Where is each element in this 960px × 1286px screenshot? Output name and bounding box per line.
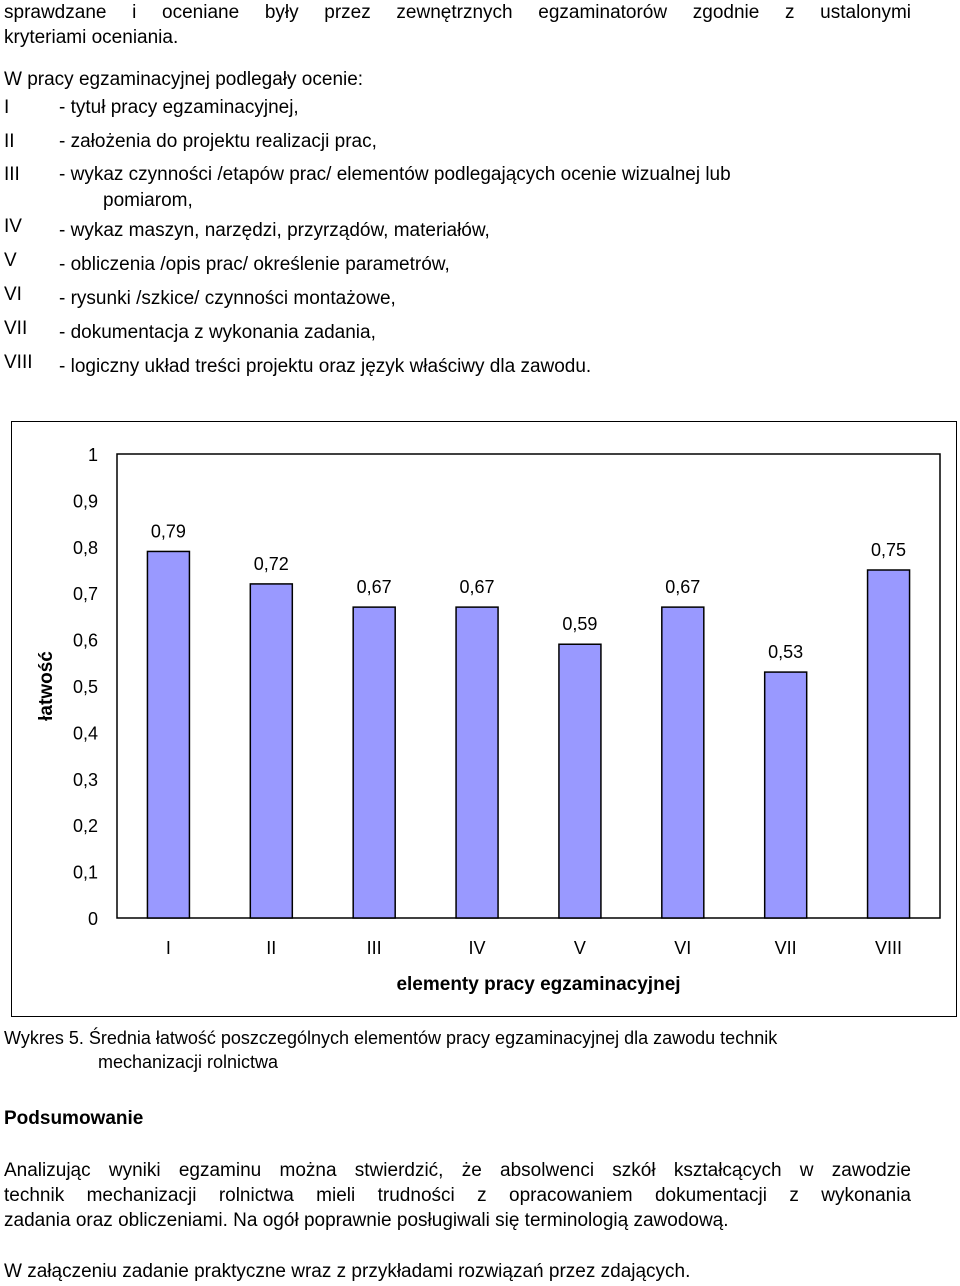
list-item-number: II bbox=[4, 131, 15, 152]
list-item-number: VIII bbox=[4, 352, 33, 373]
list-item-text: - założenia do projektu realizacji prac, bbox=[59, 131, 377, 152]
y-tick-label: 0,4 bbox=[73, 723, 98, 743]
summary-paragraph: Analizując wyniki egzaminu można stwierd… bbox=[4, 1158, 911, 1233]
bar bbox=[763, 671, 808, 919]
list-item-text: - wykaz maszyn, narzędzi, przyrządów, ma… bbox=[59, 220, 490, 241]
data-label: 0,59 bbox=[562, 614, 597, 634]
list-item-text-continued: pomiarom, bbox=[103, 190, 193, 211]
list-item-number: I bbox=[4, 97, 10, 118]
x-tick-label: IV bbox=[469, 938, 486, 958]
y-tick-label: 0,9 bbox=[73, 491, 98, 511]
list-item-number: IV bbox=[4, 216, 22, 237]
bar bbox=[249, 583, 294, 919]
x-tick-label: III bbox=[367, 938, 382, 958]
list-item-text: - logiczny układ treści projektu oraz ję… bbox=[59, 356, 592, 377]
bar bbox=[661, 606, 705, 919]
summary-line-3: zadania oraz obliczeniami. Na ogół popra… bbox=[4, 1210, 729, 1231]
x-tick-label: VI bbox=[674, 938, 691, 958]
bar bbox=[146, 550, 191, 919]
list-item-text: - tytuł pracy egzaminacyjnej, bbox=[59, 97, 299, 118]
summary-line-2: technik mechanizacji rolnictwa mieli tru… bbox=[4, 1185, 911, 1206]
data-label: 0,67 bbox=[460, 577, 495, 597]
chart-frame: 0 0,1 0,2 0,3 0,4 0,5 0,6 0,7 0,8 0,9 1 0,79 I 0,72 II… bbox=[11, 421, 957, 1017]
x-tick-label: VIII bbox=[875, 938, 902, 958]
list-item-text: - wykaz czynności /etapów prac/ elementó… bbox=[59, 164, 731, 185]
list-item-text: - obliczenia /opis prac/ określenie para… bbox=[59, 254, 450, 275]
list-item-text: - dokumentacja z wykonania zadania, bbox=[59, 322, 376, 343]
x-tick-label: II bbox=[266, 938, 276, 958]
section-heading: Podsumowanie bbox=[4, 1108, 144, 1129]
x-tick-label: VII bbox=[775, 938, 797, 958]
data-label: 0,79 bbox=[151, 521, 186, 541]
x-axis-title: elementy pracy egzaminacyjnej bbox=[396, 974, 680, 995]
figure-caption-line-1: Wykres 5. Średnia łatwość poszczególnych… bbox=[4, 1028, 778, 1048]
x-tick-label: V bbox=[574, 938, 586, 958]
list-item-number: VII bbox=[4, 318, 28, 339]
data-label: 0,67 bbox=[357, 577, 392, 597]
data-label: 0,72 bbox=[254, 554, 289, 574]
list-item-number: VI bbox=[4, 284, 22, 305]
bar bbox=[866, 569, 911, 919]
list-item-text: - rysunki /szkice/ czynności montażowe, bbox=[59, 288, 396, 309]
list-item-number: III bbox=[4, 164, 20, 185]
figure-caption-line-2: mechanizacji rolnictwa bbox=[98, 1052, 279, 1072]
y-tick-label: 0,5 bbox=[73, 677, 98, 697]
list-header: W pracy egzaminacyjnej podlegały ocenie: bbox=[4, 69, 364, 90]
data-label: 0,67 bbox=[665, 577, 700, 597]
list-item-number: V bbox=[4, 250, 17, 271]
y-tick-label: 0,2 bbox=[73, 816, 98, 836]
data-label: 0,75 bbox=[871, 540, 906, 560]
summary-line-1: Analizując wyniki egzaminu można stwierd… bbox=[4, 1160, 911, 1181]
bar bbox=[352, 606, 396, 919]
y-tick-label: 1 bbox=[88, 445, 98, 465]
y-tick-label: 0,3 bbox=[73, 770, 98, 790]
y-tick-label: 0,1 bbox=[73, 863, 98, 883]
y-tick-label: 0,7 bbox=[73, 584, 98, 604]
y-tick-label: 0,8 bbox=[73, 538, 98, 558]
y-tick-label: 0,6 bbox=[73, 631, 98, 651]
intro-line-2: kryteriami oceniania. bbox=[4, 27, 179, 48]
attachment-note: W załączeniu zadanie praktyczne wraz z p… bbox=[4, 1261, 691, 1282]
data-label: 0,53 bbox=[768, 642, 803, 662]
intro-line-1: sprawdzane i oceniane były przez zewnętr… bbox=[4, 2, 911, 23]
plot-area bbox=[116, 453, 941, 919]
bar-chart: 0 0,1 0,2 0,3 0,4 0,5 0,6 0,7 0,8 0,9 1 0,79 I 0,72 II… bbox=[36, 445, 941, 995]
bar bbox=[558, 643, 602, 919]
x-tick-label: I bbox=[166, 938, 171, 958]
y-axis-title: łatwość bbox=[36, 651, 57, 721]
y-tick-label: 0 bbox=[88, 909, 98, 929]
bar bbox=[455, 606, 499, 919]
